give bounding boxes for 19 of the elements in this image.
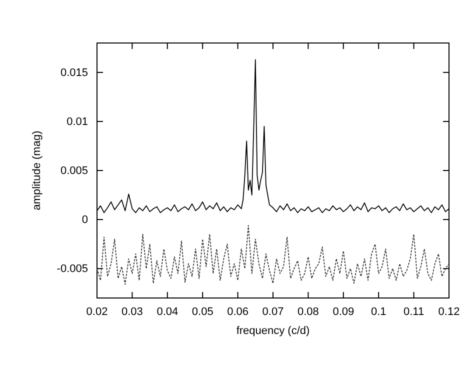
y-tick-label: 0.015 <box>60 66 88 79</box>
x-tick-label: 0.02 <box>86 306 108 318</box>
x-tick-label: 0.1 <box>370 306 386 318</box>
x-tick-label: 0.11 <box>404 306 424 318</box>
x-tick-label: 0.09 <box>332 306 354 318</box>
x-tick-label: 0.06 <box>227 306 249 318</box>
x-tick-label: 0.05 <box>192 306 214 318</box>
y-tick-label: -0.005 <box>56 263 88 276</box>
x-tick-label: 0.04 <box>156 306 178 318</box>
line-series <box>96 224 450 285</box>
y-axis-title: amplitude (mag) <box>31 130 43 210</box>
x-tick-label: 0.08 <box>297 306 319 318</box>
x-tick-label: 0.03 <box>121 306 143 318</box>
y-tick-label: 0 <box>82 214 88 226</box>
y-tick-label: 0.01 <box>66 116 88 128</box>
x-tick-label: 0.07 <box>262 306 284 318</box>
y-tick-label: 0.005 <box>60 165 88 178</box>
x-tick-label: 0.12 <box>438 306 460 318</box>
x-axis-title: frequency (c/d) <box>236 325 310 337</box>
